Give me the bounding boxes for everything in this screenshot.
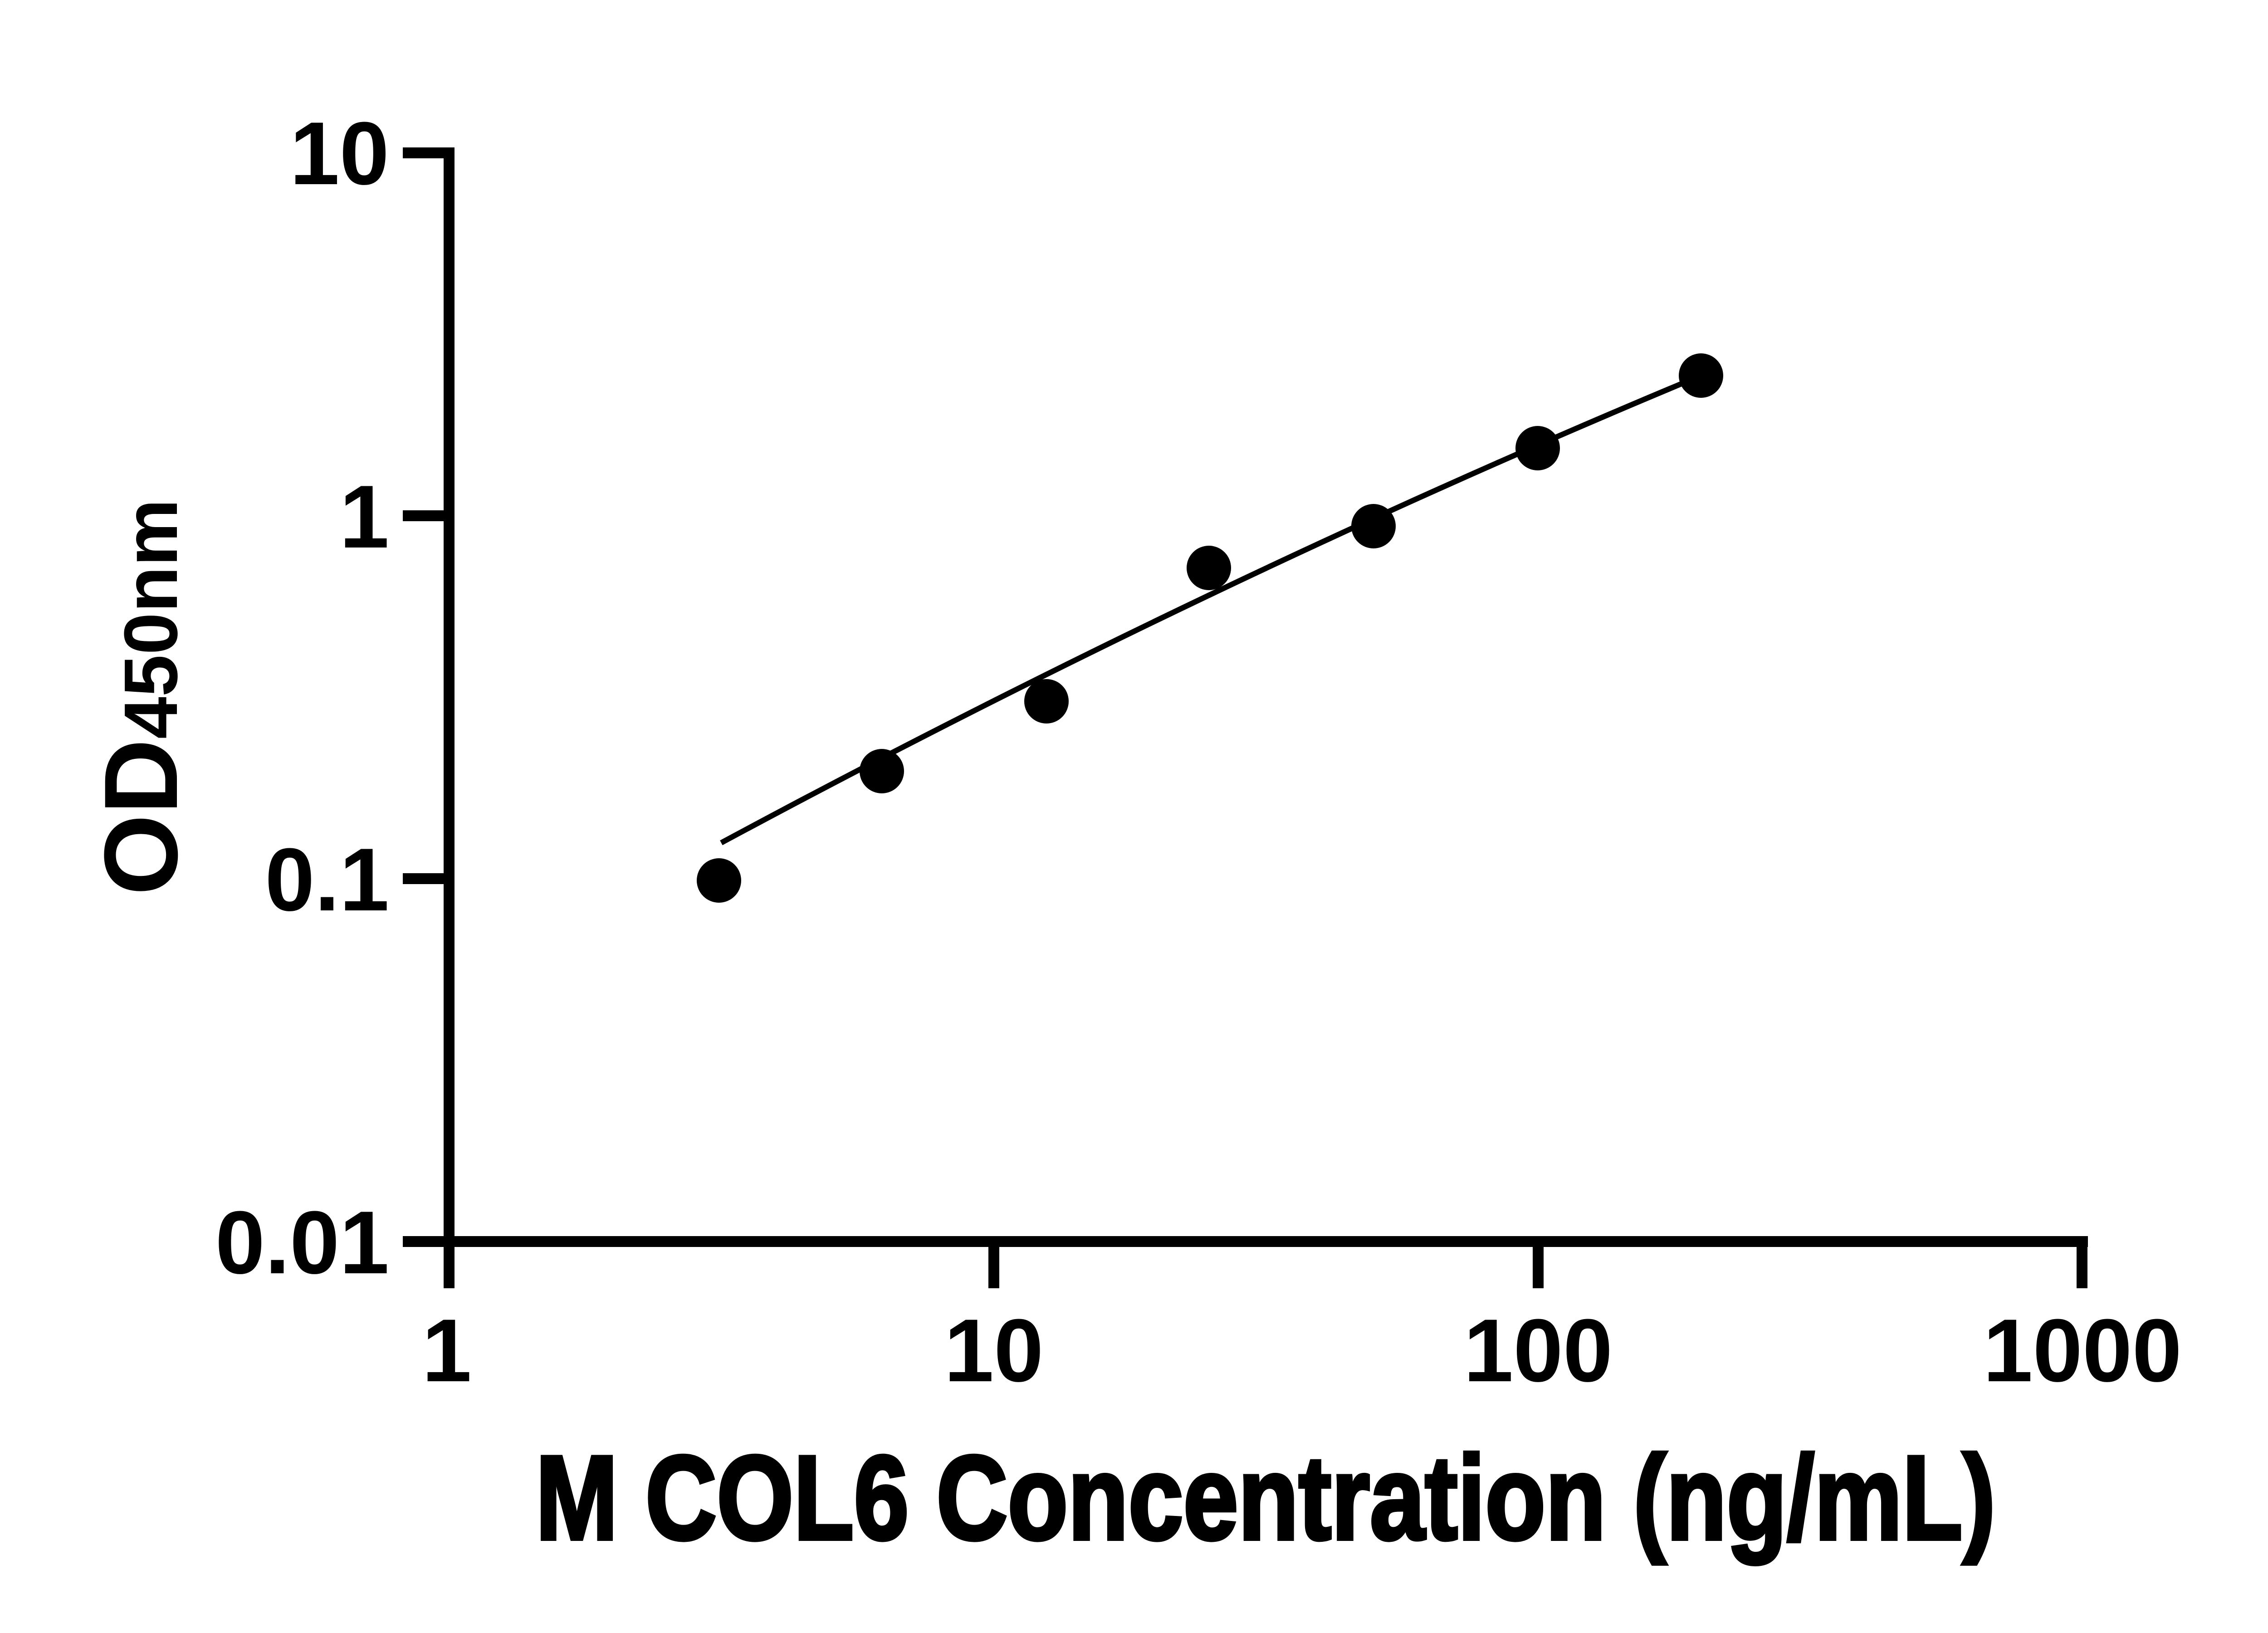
- svg-text:1: 1: [339, 467, 389, 567]
- svg-text:100: 100: [1464, 1301, 1613, 1400]
- svg-text:OD450nm: OD450nm: [83, 499, 199, 895]
- svg-text:10: 10: [944, 1301, 1043, 1400]
- svg-text:0.1: 0.1: [265, 830, 389, 929]
- svg-text:M COL6 Concentration (ng/mL): M COL6 Concentration (ng/mL): [536, 1431, 1995, 1565]
- svg-text:10: 10: [290, 103, 389, 203]
- svg-text:1: 1: [422, 1301, 472, 1400]
- svg-text:1000: 1000: [1983, 1301, 2182, 1400]
- svg-text:0.01: 0.01: [215, 1193, 389, 1292]
